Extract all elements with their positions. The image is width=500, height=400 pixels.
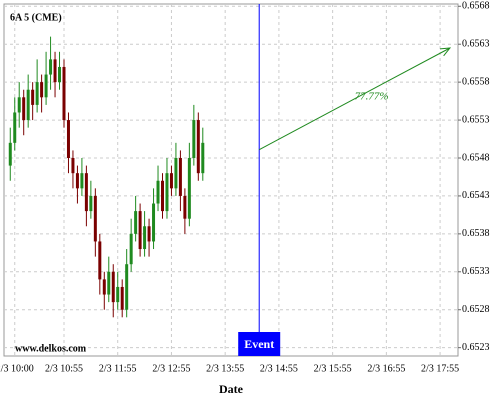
candle-body xyxy=(66,120,70,158)
candle-body xyxy=(201,142,205,174)
candle-body xyxy=(129,233,133,265)
y-tick-label: 0.6548 xyxy=(462,152,490,163)
candle-body xyxy=(22,97,26,121)
candle-body xyxy=(147,226,151,242)
candle-body xyxy=(53,59,57,83)
x-tick-label: 2/3 10:00 xyxy=(0,363,34,374)
candle-body xyxy=(26,89,30,121)
x-tick-label: 2/3 16:55 xyxy=(367,363,405,374)
candle-body xyxy=(80,173,84,189)
candle-body xyxy=(174,158,178,189)
x-tick-label: 2/3 10:55 xyxy=(45,363,83,374)
candle-body xyxy=(120,286,124,310)
x-tick-label: 2/3 14:55 xyxy=(260,363,298,374)
candle-body xyxy=(111,271,115,303)
candle-body xyxy=(183,195,187,219)
x-tick-label: 2/3 13:55 xyxy=(206,363,244,374)
candle-body xyxy=(93,195,97,242)
x-axis-label: Date xyxy=(219,382,244,396)
candle-body xyxy=(138,211,142,250)
candle-body xyxy=(71,158,75,174)
y-tick-label: 0.6553 xyxy=(462,114,490,125)
candle-body xyxy=(8,142,12,166)
candle-body xyxy=(165,173,169,212)
candle-body xyxy=(116,286,120,303)
candle-body xyxy=(40,82,44,98)
y-tick-label: 0.6538 xyxy=(462,228,490,239)
x-tick-label: 2/3 11:55 xyxy=(99,363,137,374)
candle-body xyxy=(13,112,17,143)
y-tick-label: 0.6533 xyxy=(462,266,490,277)
candle-body xyxy=(58,66,62,83)
candle-body xyxy=(102,279,106,295)
candle-body xyxy=(84,173,88,212)
y-tick-label: 0.6568 xyxy=(462,1,490,12)
watermark: www.delkos.com xyxy=(15,343,87,354)
candle-body xyxy=(31,89,35,105)
candle-body xyxy=(62,66,66,121)
y-tick-label: 0.6528 xyxy=(462,304,490,315)
candle-body xyxy=(98,241,102,280)
y-tick-label: 0.6563 xyxy=(462,39,490,50)
event-label: Event xyxy=(244,337,274,351)
candle-body xyxy=(44,74,48,98)
candle-body xyxy=(49,59,53,75)
candle-body xyxy=(196,120,200,174)
candle-body xyxy=(134,211,138,234)
plot-area xyxy=(3,3,459,357)
chart-title: 6A 5 (CME) xyxy=(10,12,62,23)
x-tick-label: 2/3 12:55 xyxy=(152,363,190,374)
candle-body xyxy=(35,82,39,105)
candle-body xyxy=(89,195,93,212)
candle-body xyxy=(156,180,160,204)
y-tick-label: 0.6543 xyxy=(462,190,490,201)
candle-body xyxy=(152,203,156,242)
arrow-head xyxy=(439,47,452,57)
candle-body xyxy=(187,158,191,219)
candle-body xyxy=(178,158,182,196)
projection-arrow xyxy=(258,47,451,151)
candle-body xyxy=(107,271,111,295)
candle-body xyxy=(160,180,164,212)
x-tick-label: 2/3 15:55 xyxy=(314,363,352,374)
y-tick-label: 0.6558 xyxy=(462,76,490,87)
event-box xyxy=(238,332,281,356)
candle-body xyxy=(143,226,147,250)
projection-label: 77.77% xyxy=(355,90,389,102)
candle-body xyxy=(192,120,196,158)
candle-body xyxy=(75,173,79,189)
y-tick-label: 0.6523 xyxy=(462,342,490,353)
candle-body xyxy=(169,173,173,189)
x-tick-label: 2/3 17:55 xyxy=(421,363,459,374)
candle-body xyxy=(17,97,21,113)
candle-body xyxy=(125,264,129,310)
